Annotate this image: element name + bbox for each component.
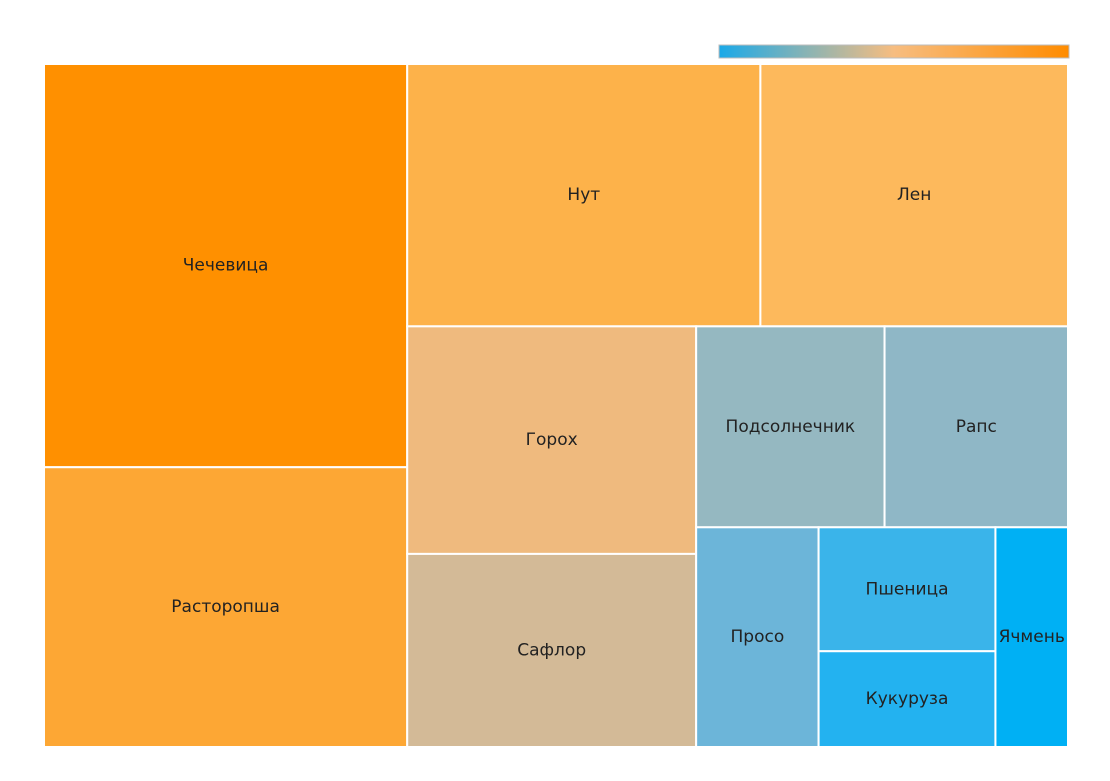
tile-5-rect	[406, 325, 698, 555]
tile-9-label: Просо	[731, 627, 785, 647]
tile-2-rect	[43, 466, 409, 748]
tile-5-label: Горох	[526, 430, 578, 450]
treemap-tiles: Чечевица Расторопша Нут Лен Горох Сафлор Подсо…	[43, 63, 1070, 749]
color-scale-bar	[718, 44, 1070, 59]
tile-6-label: Сафлор	[517, 640, 586, 660]
tile-6-rect	[406, 552, 698, 748]
tile-3-rect	[406, 63, 762, 328]
tile-3-label: Нут	[567, 185, 600, 205]
tile-10-label: Пшеница	[866, 579, 949, 599]
tile-1-label: Чечевица	[183, 256, 269, 276]
tile-12-rect	[994, 526, 1070, 748]
tile-2-label: Расторопша	[171, 597, 280, 617]
tile-7-label: Подсолнечник	[726, 417, 856, 437]
tile-8-label: Рапс	[956, 417, 997, 437]
tile-9-rect	[695, 526, 820, 748]
tile-1-rect	[43, 63, 409, 469]
tile-10-rect	[817, 526, 997, 653]
tile-11-label: Кукуруза	[866, 689, 949, 709]
tile-12-label: Ячмень	[999, 627, 1065, 647]
tile-8-rect	[883, 325, 1070, 529]
tile-4-label: Лен	[897, 185, 931, 205]
tile-4-rect	[759, 63, 1069, 328]
